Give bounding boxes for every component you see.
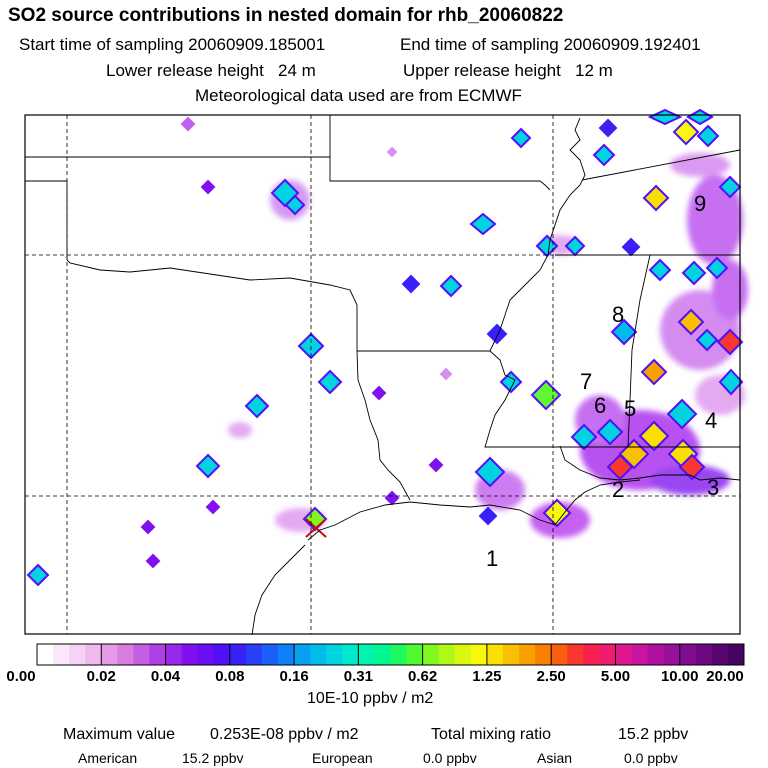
colorbar-cell [711,644,729,665]
upper-release-height: Upper release height 12 m [403,61,613,80]
lat-lon-grid [25,115,740,634]
colorbar-tick-label: 1.25 [472,668,502,685]
colorbar-cell [69,644,86,665]
lower-release-height: Lower release height 24 m [106,61,316,80]
colorbar-cell [422,644,440,665]
colorbar-cell [502,644,520,665]
colorbar-tick-label: 20.00 [706,668,744,685]
start-time: Start time of sampling 20060909.185001 [19,35,326,54]
colorbar-cell [567,644,584,665]
source-label-9: 9 [694,191,706,216]
colorbar-cell [374,644,391,665]
map-frame [24,114,741,635]
colorbar-cell [631,644,649,665]
colorbar-cell [679,644,697,665]
colorbar-cell [454,644,472,665]
source-label-8: 8 [612,302,624,327]
colorbar-cell [486,644,504,665]
colorbar-cell [149,644,167,665]
colorbar-cell [197,644,215,665]
colorbar-cell [342,644,359,665]
source-label-7: 7 [580,369,592,394]
colorbar-tick-label: 0.02 [86,668,116,685]
colorbar-tick-label: 5.00 [600,668,631,685]
total-mixing-ratio-label: Total mixing ratio [431,726,552,743]
colorbar-tick-label: 10.00 [660,668,699,685]
colorbar-tick-label: 2.50 [536,668,566,685]
colorbar-cell [695,644,713,665]
colorbar-tick-label: 0.04 [150,668,181,685]
colorbar-cell [599,644,616,665]
total-mixing-ratio-value: 15.2 ppbv [618,726,689,743]
colorbar-cell [310,644,327,665]
colorbar-cell [470,644,488,665]
colorbar-cell [663,644,681,665]
colorbar-cell [117,644,134,665]
colorbar-cell [245,644,263,665]
colorbar-cell [133,644,150,665]
colorbar-cell [278,644,295,665]
source-label-2: 2 [612,477,624,502]
colorbar-tick-label: 0.31 [343,668,373,685]
colorbar-cell [647,644,665,665]
asian-label: Asian [537,750,573,766]
colorbar-cell [101,644,118,665]
end-time: End time of sampling 20060909.192401 [400,35,701,54]
colorbar-tick-label: 0.08 [215,668,245,685]
max-value-label: Maximum value [63,726,176,743]
colorbar-tick-label: 0.00 [6,668,36,685]
colorbar-cell [53,644,70,665]
colorbar-cell [294,644,311,665]
source-label-6: 6 [594,393,606,418]
colorbar-cell [583,644,600,665]
colorbar-cell [390,644,408,665]
met-data-source: Meteorological data used are from ECMWF [195,86,522,105]
colorbar-cell [165,644,183,665]
european-value: 0.0 ppbv [423,750,477,766]
receptor-marker [305,518,327,538]
colorbar-cell [438,644,456,665]
colorbar-cell [551,644,568,665]
colorbar-cell [326,644,343,665]
american-value: 15.2 ppbv [182,750,244,766]
colorbar-cell [615,644,633,665]
colorbar-cell [229,644,247,665]
colorbar-cell [213,644,231,665]
colorbar-cell [535,644,552,665]
american-label: American [78,750,138,766]
colorbar-cell [406,644,424,665]
colorbar-cell [261,644,279,665]
colorbar-tick-label: 0.16 [279,668,309,685]
colorbar-cell [519,644,536,665]
max-value: 0.253E-08 ppbv / m2 [210,726,359,743]
colorbar-cell [85,644,102,665]
european-label: European [312,750,373,766]
asian-value: 0.0 ppbv [624,750,678,766]
source-label-1: 1 [486,546,498,571]
source-label-4: 4 [705,408,717,433]
source-label-3: 3 [707,475,719,500]
colorbar-unit: 10E-10 ppbv / m2 [307,690,434,707]
colorbar-cell [358,644,375,665]
colorbar-tick-label: 0.62 [408,668,438,685]
colorbar-cell [37,644,54,665]
source-label-5: 5 [624,396,636,421]
colorbar-cell [727,644,745,665]
figure-title: SO2 source contributions in nested domai… [8,5,564,26]
colorbar-cell [181,644,199,665]
